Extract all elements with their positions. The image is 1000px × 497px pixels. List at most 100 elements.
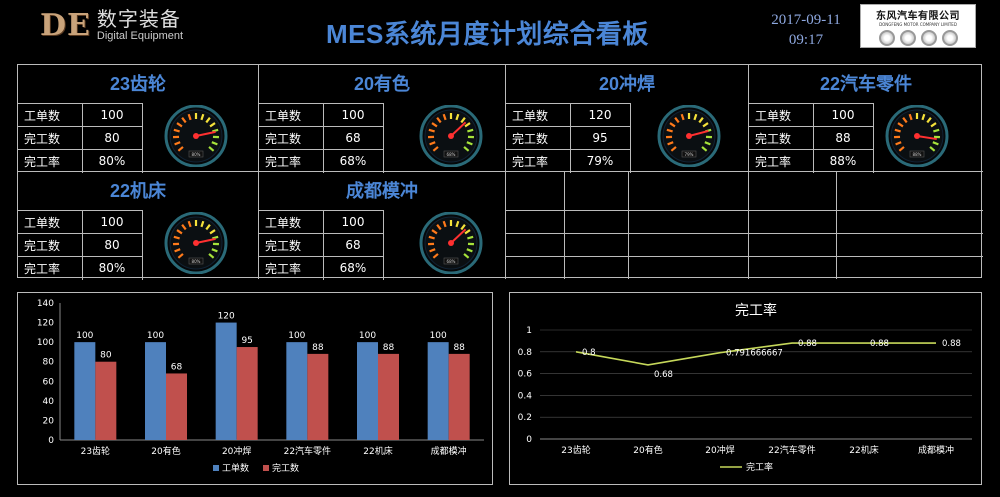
y-tick-label: 0 — [48, 436, 54, 446]
legend-label: 完工率 — [746, 461, 773, 473]
gauge-tick — [702, 122, 709, 128]
bar — [166, 373, 187, 440]
gauge-tick — [701, 146, 708, 152]
partner-badges — [861, 30, 975, 46]
stat-label: 完工数 — [18, 233, 83, 257]
empty-cell — [835, 232, 983, 257]
stat-value: 100 — [812, 103, 874, 127]
data-label: 0.68 — [654, 370, 673, 380]
gauge-tick — [455, 220, 460, 228]
gauge-tick — [897, 122, 904, 128]
gauge-hub — [448, 133, 454, 139]
data-label: 0.88 — [942, 339, 961, 349]
gauge-tick — [177, 253, 184, 259]
stat-value: 79% — [569, 149, 631, 173]
gauge-tick — [929, 146, 936, 152]
gauge-readout-box — [443, 257, 459, 265]
x-tick-label: 20有色 — [151, 445, 180, 457]
gauge-tick — [467, 128, 474, 133]
stat-label: 完工数 — [259, 126, 324, 150]
gauge-tick — [908, 113, 913, 121]
gauge-tick — [894, 128, 901, 133]
empty-cell — [563, 209, 629, 234]
y-tick-label: 20 — [43, 416, 55, 426]
bar — [286, 342, 308, 440]
empty-cell — [835, 172, 983, 211]
gauge-readout-box — [188, 150, 204, 158]
y-tick-label: 80 — [43, 358, 55, 368]
y-tick-label: 40 — [43, 397, 55, 407]
empty-cell — [835, 209, 983, 234]
partner-name-cn: 东风汽车有限公司 — [876, 11, 960, 22]
empty-cell — [627, 232, 748, 257]
bar-value-label: 100 — [76, 331, 93, 341]
gauge-tick — [174, 141, 181, 146]
stat-value: 100 — [322, 103, 384, 127]
line-chart: 完工率 0 0.2 0.4 0.6 0.8 1 0.8 0.68 0.791666667 0.88 0… — [509, 292, 982, 485]
legend-label: 完工数 — [272, 462, 299, 474]
panel-card: 22汽车零件 工单数 100 完工数 88 完工率 88% 88% — [749, 65, 983, 173]
gauge-hub — [193, 240, 199, 246]
gauge-hub — [914, 133, 920, 139]
brand-logo: DE 数字装备 Digital Equipment — [40, 4, 183, 46]
gauge-tick — [670, 146, 677, 152]
empty-panel — [506, 172, 749, 279]
empty-cell — [563, 232, 629, 257]
bar — [236, 347, 258, 440]
bar-value-label: 95 — [241, 336, 252, 346]
panel-title: 23齿轮 — [109, 74, 167, 94]
gauge-tick — [674, 117, 680, 124]
gauge-tick — [669, 122, 676, 128]
empty-cell — [627, 209, 748, 234]
bar — [378, 353, 399, 440]
gauge-readout: 68% — [447, 152, 456, 157]
empty-cell — [835, 255, 983, 279]
stat-label: 完工数 — [18, 126, 83, 150]
gauge-tick — [187, 113, 192, 121]
gauge-tick — [432, 253, 439, 259]
partner-logo: 东风汽车有限公司 DONGFENG MOTOR COMPANY LIMITED — [860, 4, 976, 48]
gauge-tick — [463, 146, 470, 152]
empty-cell — [627, 255, 748, 279]
x-tick-label: 23齿轮 — [81, 445, 110, 457]
stat-value: 68% — [322, 256, 384, 280]
gauge-tick — [432, 146, 439, 152]
x-tick-label: 20冲焊 — [705, 444, 734, 456]
stat-row: 工单数 100 — [18, 210, 143, 234]
gauge-tick — [431, 229, 438, 235]
brand-badge-icon — [878, 30, 895, 46]
bar — [145, 342, 166, 440]
bar — [307, 353, 329, 440]
gauge-tick — [460, 117, 466, 124]
bar-value-label: 100 — [147, 331, 164, 341]
panel-card: 23齿轮 工单数 100 完工数 80 完工率 80% 80% — [18, 65, 259, 173]
stat-label: 工单数 — [18, 210, 83, 234]
gauge-tick — [211, 248, 218, 253]
stat-value: 80% — [81, 256, 143, 280]
gauge-tick — [176, 229, 183, 235]
x-tick-label: 20冲焊 — [222, 445, 251, 457]
stat-value: 100 — [81, 210, 143, 234]
gauge-tick — [898, 146, 905, 152]
stat-label: 工单数 — [749, 103, 814, 127]
gauge-tick — [466, 248, 473, 253]
gauge-tick — [464, 122, 471, 128]
empty-cell — [563, 172, 629, 211]
gauge-tick — [212, 235, 219, 240]
gauge-tick — [667, 141, 674, 146]
stat-row: 工单数 100 — [749, 103, 874, 127]
panel-card: 20冲焊 工单数 120 完工数 95 完工率 79% 79% — [506, 65, 749, 173]
empty-cell — [506, 209, 565, 234]
brand-badge-icon — [941, 30, 958, 46]
bar-value-label: 88 — [453, 343, 465, 353]
panel-title: 20冲焊 — [598, 74, 656, 94]
gauge-tick — [693, 113, 698, 121]
stat-row: 完工率 68% — [259, 149, 384, 173]
stat-value: 80 — [81, 233, 143, 257]
gauge-tick — [698, 117, 704, 124]
x-tick-label: 成都模冲 — [918, 444, 954, 456]
gauge-tick — [666, 128, 673, 133]
gauge-readout: 79% — [685, 152, 694, 157]
gauge-tick — [429, 141, 436, 146]
stat-row: 完工率 88% — [749, 149, 874, 173]
